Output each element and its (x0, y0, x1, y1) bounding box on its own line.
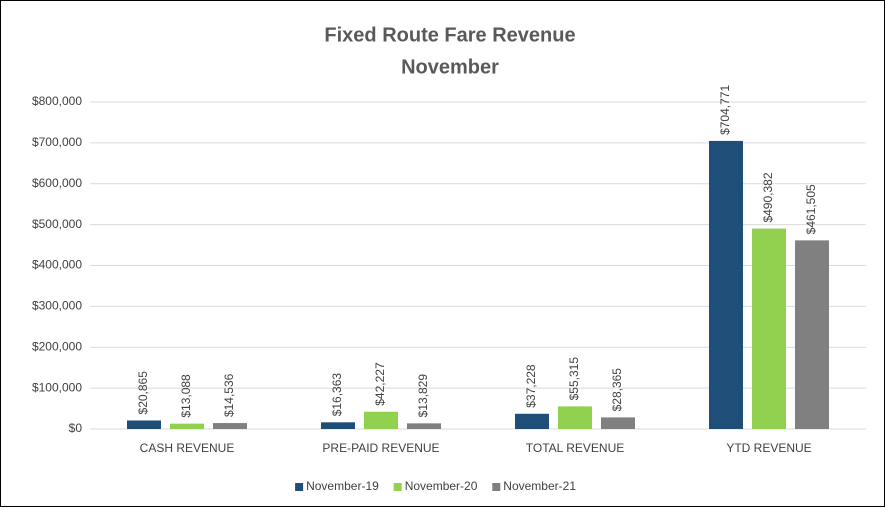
y-tick-label: $300,000 (32, 299, 82, 313)
value-label: $704,771 (718, 85, 732, 135)
y-tick-label: $400,000 (32, 258, 82, 272)
value-label: $14,536 (222, 373, 236, 417)
value-label: $42,227 (373, 362, 387, 406)
chart-title: Fixed Route Fare Revenue (324, 24, 575, 46)
bar (127, 420, 161, 429)
value-label: $490,382 (761, 172, 775, 222)
value-label: $55,315 (567, 357, 581, 401)
value-label: $37,228 (524, 364, 538, 408)
legend-label: November-21 (503, 479, 576, 493)
legend-swatch (295, 483, 304, 491)
y-tick-label: $200,000 (32, 339, 82, 353)
bar (321, 422, 355, 429)
value-label: $20,865 (136, 371, 150, 415)
bar (601, 417, 635, 429)
bar (170, 423, 204, 429)
legend-swatch (492, 483, 501, 491)
y-tick-label: $600,000 (32, 176, 82, 190)
x-tick-label: CASH REVENUE (140, 441, 235, 455)
bar (364, 411, 398, 429)
value-label: $13,088 (179, 374, 193, 418)
chart-subtitle: November (401, 56, 499, 78)
y-tick-label: $100,000 (32, 380, 82, 394)
y-tick-label: $800,000 (32, 94, 82, 108)
legend-swatch (393, 483, 402, 491)
bar (558, 406, 592, 429)
bar (709, 140, 743, 429)
x-tick-label: PRE-PAID REVENUE (322, 441, 439, 455)
x-tick-label: TOTAL REVENUE (526, 441, 624, 455)
bar (213, 423, 247, 429)
value-label: $13,829 (416, 374, 430, 418)
x-tick-label: YTD REVENUE (726, 441, 811, 455)
value-label: $16,363 (330, 373, 344, 417)
legend-label: November-20 (405, 479, 478, 493)
bar (407, 423, 441, 429)
y-tick-label: $700,000 (32, 135, 82, 149)
value-label: $461,505 (804, 184, 818, 234)
y-tick-label: $0 (69, 421, 83, 435)
legend-label: November-19 (306, 479, 379, 493)
bar (795, 240, 829, 429)
bar (515, 413, 549, 429)
value-label: $28,365 (610, 368, 624, 412)
bar (752, 228, 786, 429)
y-tick-label: $500,000 (32, 217, 82, 231)
